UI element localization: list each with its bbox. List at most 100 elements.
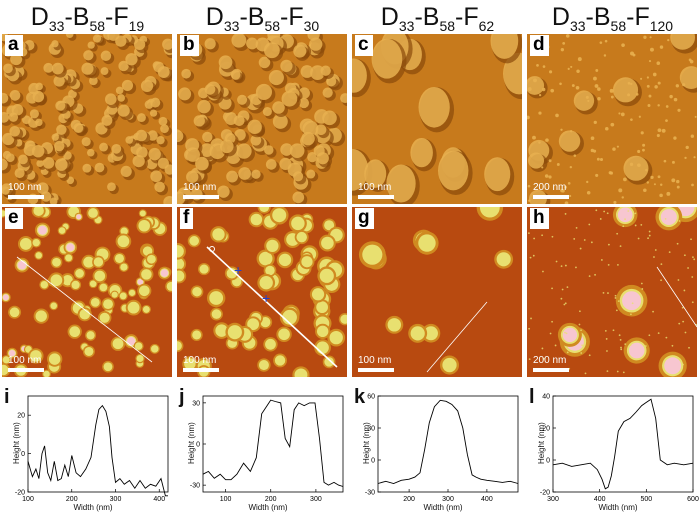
domain-highlight [51,133,59,141]
domain-highlight [352,58,367,93]
small-particle [648,60,652,63]
domain-peak [160,269,169,277]
small-particle [548,175,552,179]
domain-highlight [2,158,8,171]
header-base: D [551,3,570,31]
small-particle [579,247,582,250]
domain-highlight [237,94,248,105]
domain-highlight [54,140,65,152]
scale-bar [183,195,219,199]
y-tick-label: -30 [190,483,200,490]
small-particle [527,87,532,91]
small-particle [604,329,607,332]
small-particle [551,320,553,323]
domain-top [212,228,225,241]
domain-highlight [300,65,314,78]
y-tick-label: 20 [17,413,25,420]
domain-highlight [280,143,293,156]
y-tick-label: 0 [196,442,200,449]
domain-highlight [32,90,45,103]
domain-highlight [195,156,209,171]
domain-highlight [18,154,28,165]
domain-top [35,310,47,322]
small-particle [579,310,581,313]
y-tick-label: 0 [546,458,550,465]
domain-top [215,324,228,337]
small-particle [665,336,668,339]
header-sub-d: 33 [569,18,586,34]
small-particle [660,279,662,282]
header-base: D [205,3,224,31]
domain-highlight [81,137,91,147]
domain-highlight [247,119,262,135]
height-image-g: g 100 nm [352,207,522,377]
small-particle [532,254,535,257]
domain-top [479,207,500,218]
small-particle [623,177,627,182]
small-particle [580,329,582,332]
height-image-f: + + f 100 nm [177,207,347,377]
small-particle [595,209,598,212]
small-particle [615,309,618,312]
domain-top [83,256,95,268]
small-particle [622,225,625,228]
small-particle [643,35,647,39]
domain-top [250,213,263,226]
scale-bar [358,195,394,199]
small-particle [565,332,568,335]
phase-image-c: c 100 nm [352,34,522,204]
small-particle [610,95,614,99]
x-tick-label: 500 [640,496,652,503]
small-particle [605,126,609,131]
small-particle [555,113,559,118]
small-particle [569,130,573,133]
small-particle [608,171,612,175]
domain-highlight [3,63,13,74]
domain-highlight [43,62,54,73]
domain-highlight [56,124,67,135]
domain-top [30,350,42,362]
small-particle [571,84,575,88]
domain-top [58,227,66,234]
small-particle [675,84,680,88]
small-particle [580,352,583,354]
small-particle [573,154,577,157]
small-particle [576,69,580,74]
small-particle [542,357,545,360]
domain-peak [126,337,136,346]
small-particle [533,78,537,83]
small-particle [667,39,670,42]
domain-highlight [204,38,216,50]
domain-highlight [281,90,298,107]
small-particle [646,76,649,79]
profile-plot: 100 200 300 -30 0 30 [190,395,344,503]
domain-top [112,338,124,350]
small-particle [614,297,617,299]
panel-letter: h [530,208,549,229]
header-sub-b: 58 [264,18,281,34]
profile-series-line [27,404,168,497]
small-particle [597,97,601,101]
small-particle [533,237,536,240]
domain-highlight [236,143,252,159]
small-particle [642,148,645,152]
domain-top [139,210,146,217]
domain-highlight [623,155,649,181]
small-particle [539,94,542,97]
domain-top [247,318,260,331]
small-particle [618,188,623,193]
small-particle [683,254,686,257]
domain-top [192,286,202,297]
domain-highlight [258,56,271,69]
domain-highlight [185,147,201,162]
domain-top [43,370,50,377]
small-particle [567,182,571,185]
cursor-marker: + [262,290,270,306]
x-tick-label: 100 [220,496,232,503]
domain-highlight [55,100,66,111]
domain-top [136,354,144,363]
small-particle [593,120,597,124]
small-particle [560,188,564,193]
small-particle [677,108,681,112]
header-sub-b: 58 [89,18,106,34]
